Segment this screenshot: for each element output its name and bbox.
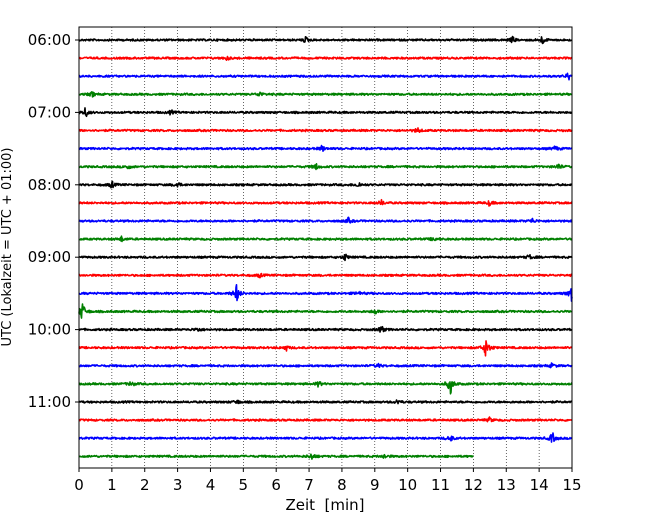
trace-row-0830 [78, 216, 573, 224]
x-tick-label: 11 [431, 476, 450, 494]
trace-row-0915 [78, 272, 573, 279]
plot-background [79, 27, 572, 468]
x-tick-label: 15 [562, 476, 581, 494]
trace-row-0630 [78, 72, 573, 81]
x-tick-label: 13 [497, 476, 516, 494]
trace-row-0645 [78, 91, 573, 98]
x-tick-label: 6 [271, 476, 281, 494]
x-tick-label: 12 [464, 476, 483, 494]
x-tick-label: 0 [74, 476, 84, 494]
x-tick-label: 4 [206, 476, 216, 494]
trace-row-1030 [78, 362, 573, 369]
trace-row-0930 [78, 284, 573, 302]
y-tick-label: 08:00 [28, 176, 71, 194]
trace-row-1100 [78, 399, 573, 405]
x-tick-label: 3 [173, 476, 183, 494]
y-tick-label: 06:00 [28, 31, 71, 49]
trace-row-0730 [78, 144, 573, 152]
x-tick-label: 10 [398, 476, 417, 494]
trace-row-0700 [78, 107, 573, 118]
x-axis-label: Zeit [min] [285, 496, 364, 514]
trace-row-1115 [78, 416, 573, 423]
x-axis-ticks: 0 1 2 3 4 5 6 7 8 9 10 11 12 13 14 15 [74, 468, 582, 494]
y-tick-label: 07:00 [28, 103, 71, 121]
y-axis-label: UTC (Lokalzeit = UTC + 01:00) [0, 148, 15, 347]
trace-row-0745 [78, 163, 573, 171]
trace-row-0900 [78, 253, 573, 262]
y-tick-label: 10:00 [28, 321, 71, 339]
x-tick-label: 9 [370, 476, 380, 494]
trace-row-0615 [78, 55, 573, 61]
y-tick-label: 11:00 [28, 393, 71, 411]
x-tick-label: 14 [530, 476, 549, 494]
trace-row-1130 [78, 432, 573, 443]
y-tick-label: 09:00 [28, 248, 71, 266]
trace-row-0800 [78, 180, 573, 189]
x-tick-label: 5 [239, 476, 249, 494]
trace-row-0715 [78, 127, 573, 134]
x-tick-label: 2 [140, 476, 150, 494]
trace-row-1000 [78, 325, 573, 333]
x-tick-label: 7 [304, 476, 314, 494]
trace-row-0600 [78, 35, 573, 45]
trace-row-0945 [78, 303, 573, 319]
trace-row-0815 [78, 198, 573, 207]
y-axis-ticks: 06:00 07:00 08:00 09:00 10:00 11:00 [28, 31, 79, 411]
x-tick-label: 8 [337, 476, 347, 494]
x-tick-label: 1 [107, 476, 117, 494]
trace-row-0845 [78, 235, 573, 243]
seismic-traces [78, 35, 573, 460]
trace-row-1015 [78, 340, 573, 357]
trace-row-1145 [78, 453, 474, 460]
trace-row-1045 [78, 381, 573, 395]
plot-frame [78, 26, 573, 469]
